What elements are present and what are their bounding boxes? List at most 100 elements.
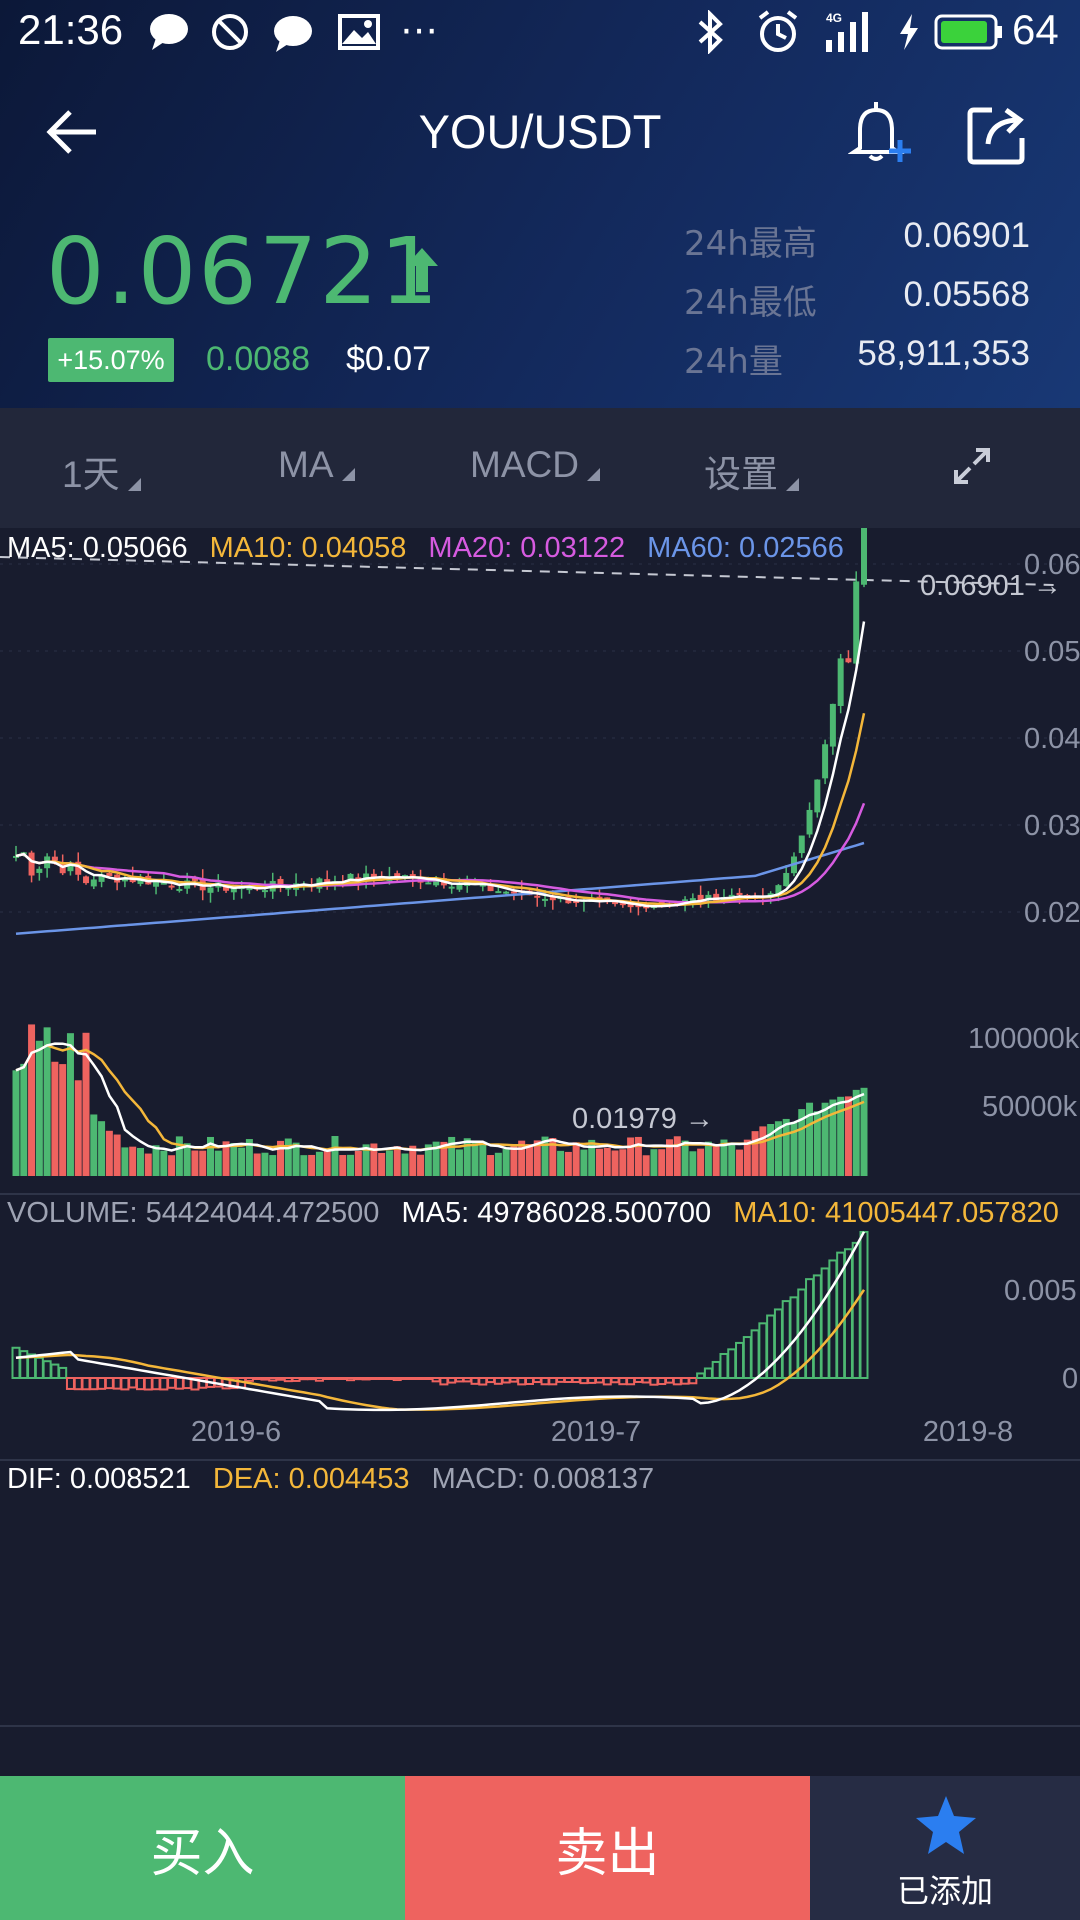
- candle-body: [697, 894, 704, 901]
- candle-body: [503, 891, 510, 894]
- volume-bar: [339, 1155, 347, 1176]
- legend-volume-ma10: MA10: 41005447.057820: [733, 1197, 1059, 1229]
- volume-bar: [471, 1142, 479, 1176]
- volume-bar: [595, 1148, 603, 1176]
- volume-bar: [59, 1064, 67, 1176]
- volume-bar: [66, 1033, 74, 1176]
- macd-histogram-bar: [665, 1377, 675, 1384]
- macd-histogram-bar: [672, 1377, 682, 1386]
- macd-histogram-bar: [314, 1377, 324, 1382]
- kline-chart[interactable]: 0.06 0.05 0.04 0.03 0.02 0.06901 → 0.01979 → 10…: [0, 491, 1080, 1776]
- macd-histogram-bar: [307, 1377, 317, 1381]
- volume-bar: [51, 1061, 59, 1176]
- image-icon: [338, 14, 380, 54]
- candle-body: [223, 885, 230, 891]
- y-tick-label: 0.03: [1024, 810, 1080, 842]
- volume-bar: [245, 1139, 253, 1176]
- macd-histogram-bar: [392, 1377, 402, 1382]
- y-tick-label: 0.04: [1024, 723, 1080, 755]
- macd-histogram-bar: [439, 1377, 449, 1386]
- volume-bar: [300, 1155, 308, 1176]
- interval-dropdown[interactable]: 1天: [62, 444, 141, 498]
- main-indicator-dropdown[interactable]: MA: [278, 444, 355, 486]
- volume-bar: [261, 1152, 269, 1176]
- volume-bar: [183, 1143, 191, 1176]
- macd-histogram-bar: [462, 1377, 472, 1383]
- volume-bar: [347, 1154, 355, 1176]
- macd-histogram-bar: [423, 1377, 433, 1380]
- candle-body: [261, 890, 268, 893]
- macd-y-tick-label: 0: [1062, 1363, 1078, 1395]
- volume-bar: [362, 1144, 370, 1176]
- sub-indicator-dropdown[interactable]: MACD: [470, 444, 600, 486]
- volume-bar: [549, 1138, 557, 1176]
- macd-histogram-bar: [594, 1377, 604, 1384]
- legend-row-macd: DIF: 0.008521 DEA: 0.004453 MACD: 0.0081…: [7, 1463, 654, 1496]
- volume-bar: [813, 1111, 821, 1176]
- volume-bar: [82, 1032, 90, 1176]
- candle-body: [28, 852, 35, 876]
- candle-body: [689, 898, 696, 903]
- share-icon[interactable]: [966, 104, 1028, 170]
- macd-histogram-bar: [812, 1274, 822, 1379]
- legend-ma60: MA60: 0.02566: [647, 532, 844, 564]
- volume-bar: [417, 1154, 425, 1176]
- more-dots-icon: ⋯: [400, 8, 438, 52]
- dif-line: [15, 1231, 866, 1412]
- stat-high-value: 0.06901: [903, 216, 1030, 255]
- candle-body: [285, 887, 292, 890]
- status-time: 21:36: [18, 6, 124, 53]
- candle-body: [13, 855, 19, 858]
- macd-histogram-bar: [680, 1377, 690, 1385]
- ma20-line: [15, 802, 866, 904]
- buy-button[interactable]: 买入: [0, 1776, 405, 1920]
- back-arrow-icon[interactable]: [44, 104, 100, 164]
- volume-bar: [385, 1150, 393, 1176]
- candle-body: [510, 891, 517, 894]
- volume-ma5-line: [15, 1042, 865, 1153]
- candle-body: [98, 874, 105, 882]
- macd-histogram-bar: [322, 1377, 332, 1380]
- macd-histogram-bar: [431, 1377, 441, 1383]
- macd-histogram-bar: [493, 1377, 503, 1385]
- candle-body: [153, 881, 160, 887]
- macd-histogram-bar: [859, 1230, 869, 1379]
- volume-bar: [90, 1114, 98, 1176]
- macd-histogram-bar: [11, 1346, 21, 1380]
- chart-canvas[interactable]: 0.06 0.05 0.04 0.03 0.02 0.06901 → 0.01979 → 10…: [0, 491, 1080, 1776]
- macd-histogram-bar: [34, 1356, 44, 1380]
- volume-bar: [525, 1144, 533, 1176]
- volume-bar: [736, 1149, 744, 1176]
- macd-histogram-bar: [486, 1377, 496, 1384]
- volume-bar: [541, 1136, 549, 1176]
- volume-bar: [292, 1142, 300, 1176]
- macd-histogram-bar: [42, 1360, 52, 1380]
- macd-histogram-bar: [299, 1377, 309, 1381]
- macd-histogram-bar: [548, 1377, 558, 1386]
- sell-button[interactable]: 卖出: [405, 1776, 810, 1920]
- stat-low-label: 24h最低: [684, 283, 817, 323]
- volume-bar: [424, 1144, 432, 1176]
- favorite-button[interactable]: 已添加: [810, 1776, 1080, 1920]
- macd-histogram-bar: [81, 1377, 91, 1391]
- macd-histogram-bar: [361, 1377, 371, 1381]
- volume-bar: [136, 1147, 144, 1176]
- volume-bar: [852, 1089, 860, 1176]
- settings-dropdown[interactable]: 设置: [704, 444, 799, 498]
- candle-body: [619, 903, 626, 906]
- high-price-line: [0, 556, 1056, 586]
- volume-bar: [370, 1143, 378, 1176]
- price-alert-bell-icon[interactable]: [847, 100, 912, 170]
- macd-histogram-bar: [750, 1329, 760, 1379]
- sub-indicator-label: MACD: [470, 444, 579, 485]
- volume-bar: [611, 1150, 619, 1176]
- interval-label: 1天: [62, 454, 120, 495]
- macd-histogram-bar: [633, 1377, 643, 1383]
- candle-body: [106, 873, 113, 877]
- fullscreen-expand-icon[interactable]: [952, 446, 992, 490]
- volume-bar: [572, 1142, 580, 1176]
- do-not-disturb-icon: [210, 12, 250, 56]
- volume-bar: [152, 1145, 160, 1176]
- macd-histogram-bar: [353, 1377, 363, 1381]
- volume-bar: [774, 1121, 782, 1176]
